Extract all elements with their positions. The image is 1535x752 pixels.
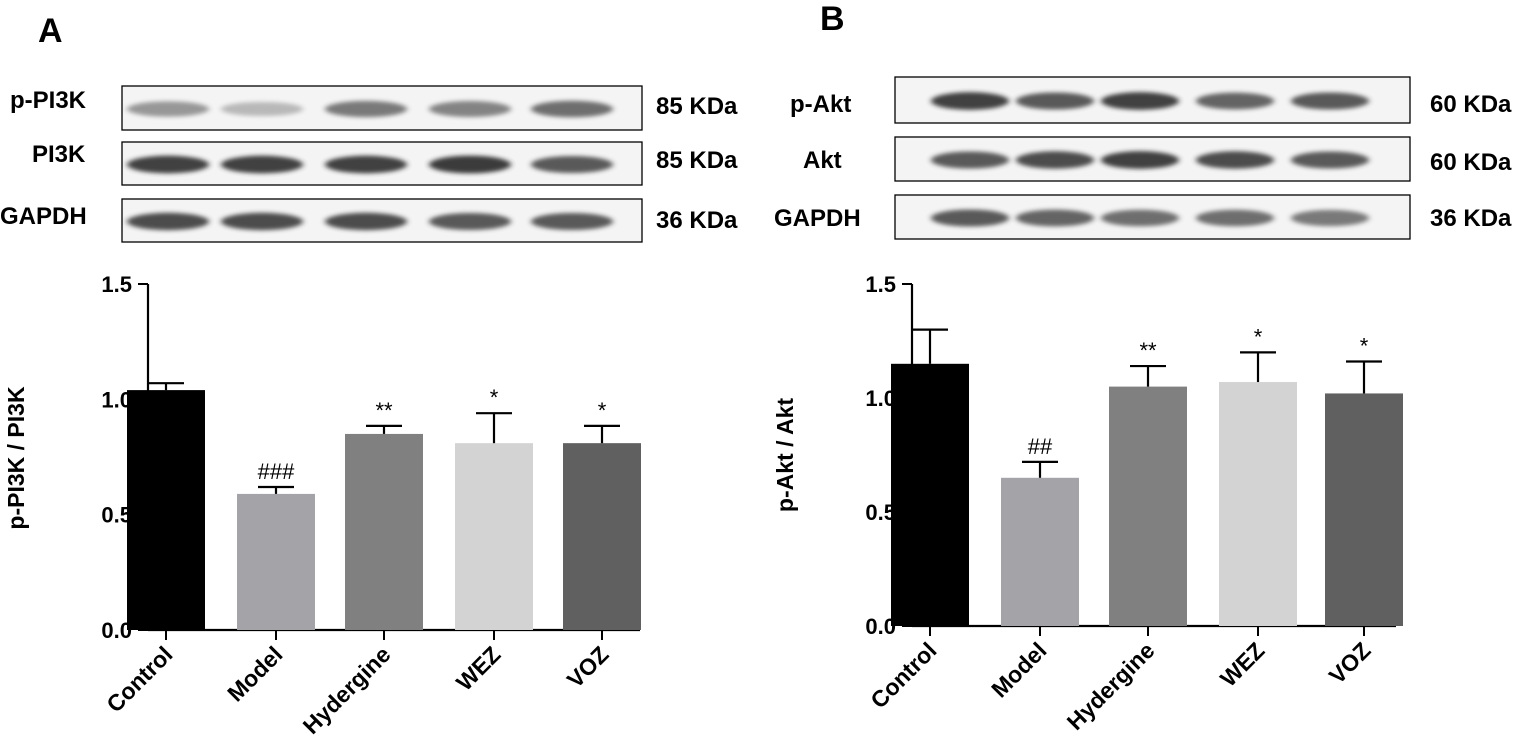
chart-a-bar-control — [127, 390, 205, 630]
panel-a-band-r3-lane5 — [531, 212, 613, 231]
panel-a-blot-label-2: PI3K — [32, 141, 86, 168]
panel-b-band-r2-lane4 — [1196, 151, 1274, 169]
chart-a-x-label-wez: WEZ — [451, 641, 506, 696]
chart-a-x-label-hydergine: Hydergine — [298, 641, 396, 739]
chart-b-y-tick-label-0: 0.0 — [865, 614, 896, 639]
chart-a-x-label-model: Model — [222, 641, 287, 706]
chart-a-x-label-control: Control — [101, 641, 177, 717]
panel-b-band-r3-lane5 — [1291, 209, 1369, 227]
panel-a-blot-size-2: 85 KDa — [656, 147, 738, 174]
chart-b-x-label-control: Control — [865, 637, 941, 713]
panel-a-blots — [121, 85, 643, 243]
chart-a-annotation-3: ** — [375, 398, 393, 423]
panel-b-blot-label-1: p-Akt — [790, 91, 851, 118]
panel-b-band-r3-lane1 — [931, 209, 1009, 227]
panel-b-band-r1-lane1 — [931, 92, 1009, 110]
chart-b-bar-voz — [1325, 393, 1403, 626]
chart-b-bar-model — [1001, 477, 1079, 626]
chart-b-bar-control — [891, 363, 969, 626]
chart-a: p-PI3K / PI3K 0.0 0.5 1.0 1.5 Control ### Mode… — [3, 272, 641, 739]
panel-b-band-r2-lane1 — [931, 151, 1009, 169]
panel-a-blot-label-1: p-PI3K — [10, 87, 87, 114]
chart-b-bar-wez — [1219, 382, 1297, 626]
panel-b-band-r2-lane5 — [1291, 151, 1369, 169]
chart-b-x-label-hydergine: Hydergine — [1062, 637, 1160, 735]
panel-a-band-r3-lane1 — [127, 212, 209, 231]
chart-b-annotation-2: ## — [1028, 434, 1053, 459]
chart-b-x-label-model: Model — [986, 637, 1051, 702]
panel-a-band-r2-lane3 — [325, 155, 407, 174]
panel-a-blot-label-3: GAPDH — [0, 203, 87, 230]
panel-a-band-r2-lane2 — [221, 155, 303, 174]
chart-b-annotation-4: * — [1254, 324, 1263, 349]
panel-a-blot-size-3: 36 KDa — [656, 207, 738, 234]
panel-a-band-r3-lane3 — [325, 212, 407, 231]
chart-a-bar-wez — [455, 443, 533, 630]
chart-b-bar-hydergine — [1109, 386, 1187, 626]
panel-a-letter: A — [38, 12, 63, 50]
chart-b-y-tick-label-2: 1.0 — [865, 386, 896, 411]
panel-a-band-r1-lane4 — [429, 101, 511, 117]
panel-b-band-r1-lane4 — [1196, 92, 1274, 110]
chart-b-y-tick-label-1: 0.5 — [865, 500, 896, 525]
chart-a-y-tick-label-3: 1.5 — [101, 272, 132, 297]
panel-b-blot-label-3: GAPDH — [774, 205, 861, 232]
panel-b-letter: B — [820, 0, 845, 38]
panel-b-band-r3-lane3 — [1101, 209, 1179, 227]
chart-a-y-tick-label-2: 1.0 — [101, 387, 132, 412]
panel-b-band-r3-lane4 — [1196, 209, 1274, 227]
panel-b-blot-size-3: 36 KDa — [1430, 205, 1512, 232]
panel-b-band-r3-lane2 — [1016, 209, 1094, 227]
panel-b-band-r2-lane2 — [1016, 151, 1094, 169]
chart-a-x-label-voz: VOZ — [562, 641, 614, 693]
panel-b-blot-size-2: 60 KDa — [1430, 149, 1512, 176]
chart-b-y-tick-label-3: 1.5 — [865, 272, 896, 297]
chart-a-bar-voz — [563, 443, 641, 630]
panel-a-band-r3-lane4 — [429, 212, 511, 231]
chart-b-annotation-5: * — [1360, 334, 1369, 359]
panel-a-blot-size-1: 85 KDa — [656, 93, 738, 120]
panel-a-band-r2-lane1 — [127, 155, 209, 174]
panel-a-band-r1-lane2 — [221, 101, 303, 117]
chart-a-annotation-4: * — [490, 385, 499, 410]
chart-a-bar-model — [237, 493, 315, 630]
panel-a-band-r1-lane1 — [127, 101, 209, 117]
panel-a-band-r3-lane2 — [221, 212, 303, 231]
panel-b-band-r2-lane3 — [1101, 151, 1179, 169]
chart-b-annotation-3: ** — [1139, 338, 1157, 363]
panel-a-band-r2-lane5 — [531, 155, 613, 174]
panel-b-blot-size-1: 60 KDa — [1430, 91, 1512, 118]
chart-a-annotation-5: * — [598, 398, 607, 423]
chart-b: p-Akt / Akt 0.00.51.01.5Control##Model**… — [772, 272, 1403, 735]
chart-a-annotation-2: ### — [258, 459, 295, 484]
panel-b-band-r1-lane2 — [1016, 92, 1094, 110]
panel-a-band-r1-lane5 — [531, 100, 613, 118]
panel-b-blots — [894, 76, 1411, 240]
chart-b-x-label-voz: VOZ — [1324, 637, 1376, 689]
chart-a-bar-hydergine — [345, 433, 423, 630]
panel-b-band-r1-lane5 — [1291, 92, 1369, 110]
chart-a-y-axis-label: p-PI3K / PI3K — [3, 386, 29, 530]
panel-a-band-r2-lane4 — [429, 155, 511, 174]
chart-a-y-tick-label-1: 0.5 — [101, 503, 132, 528]
chart-b-x-label-wez: WEZ — [1215, 637, 1270, 692]
panel-a-band-r1-lane3 — [325, 100, 407, 118]
chart-a-y-tick-label-0: 0.0 — [101, 618, 132, 643]
panel-b-blot-label-2: Akt — [803, 147, 842, 174]
chart-b-y-axis-label: p-Akt / Akt — [772, 398, 798, 512]
panel-b-band-r1-lane3 — [1101, 92, 1179, 110]
